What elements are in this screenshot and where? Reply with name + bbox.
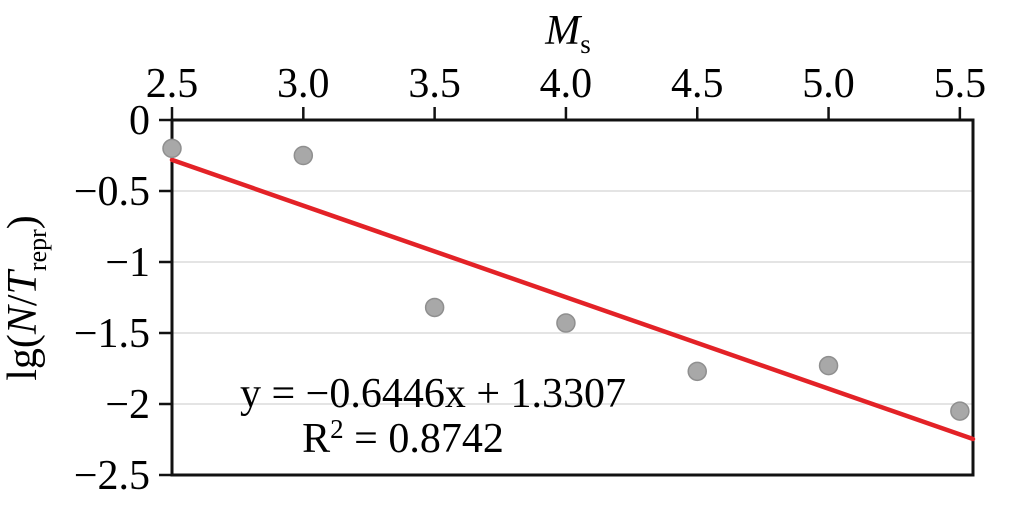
x-tick-label: 4.0 — [540, 61, 593, 107]
y-axis-ticks: 0 −0.5 −1 −1.5 −2 −2.5 — [74, 98, 172, 499]
y-axis-title: lg(N/Trepr) — [0, 215, 52, 381]
r-squared-value: = 0.8742 — [344, 416, 504, 462]
x-axis-title: Ms — [544, 8, 591, 59]
y-axis-title-var1: N — [0, 304, 46, 335]
y-tick-label: −2.5 — [74, 453, 150, 499]
y-tick-label: −2 — [105, 382, 150, 428]
data-point — [556, 313, 576, 333]
y-tick-label: −1 — [105, 240, 150, 286]
trend-equation: y = −0.6446x + 1.3307 — [240, 371, 626, 417]
y-tick-label: −1.5 — [74, 311, 150, 357]
data-point — [293, 145, 314, 166]
x-axis-ticks: 2.5 3.0 3.5 4.0 4.5 5.0 5.5 — [146, 61, 986, 120]
data-points — [162, 138, 970, 421]
trend-line — [169, 157, 976, 442]
y-axis-title-prefix: lg( — [0, 334, 46, 381]
y-axis-title-divider: / — [0, 294, 46, 306]
x-tick-label: 3.5 — [408, 61, 461, 107]
gridlines — [172, 190, 973, 405]
data-point — [162, 138, 182, 159]
y-tick-label: 0 — [129, 98, 150, 144]
r-squared-superscript: 2 — [330, 414, 344, 444]
y-tick-label: −0.5 — [74, 169, 150, 215]
y-axis-title-suffix: ) — [0, 215, 46, 229]
x-tick-label: 3.0 — [277, 61, 330, 107]
data-point — [818, 355, 839, 376]
y-axis-title-var2: T — [0, 268, 46, 294]
r-squared-base: R — [302, 416, 330, 462]
data-point — [687, 361, 707, 382]
x-axis-title-main: M — [544, 8, 582, 54]
r-squared-label: R2 = 0.8742 — [302, 414, 504, 462]
data-point — [424, 297, 445, 318]
y-axis-title-subscript: repr — [23, 229, 52, 271]
data-point — [950, 401, 970, 421]
x-axis-title-subscript: s — [580, 29, 591, 59]
x-tick-label: 2.5 — [146, 61, 199, 107]
plot-border — [170, 118, 975, 477]
x-tick-label: 5.0 — [802, 61, 855, 107]
x-tick-label: 5.5 — [934, 61, 987, 107]
x-tick-label: 4.5 — [671, 61, 724, 107]
